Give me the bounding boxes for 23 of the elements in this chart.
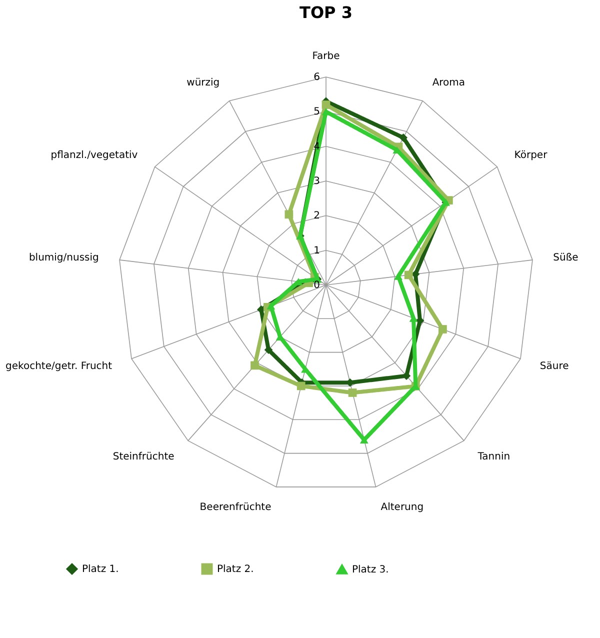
y-tick-label: 2 (314, 210, 320, 222)
spoke-label: Farbe (312, 51, 340, 62)
spoke-label: Säure (540, 361, 569, 372)
spoke-label: Körper (514, 150, 548, 162)
y-tick-label: 6 (314, 72, 320, 83)
legend-label: Platz 2. (217, 564, 254, 575)
spoke-label: pflanzl./vegetativ (50, 150, 138, 162)
y-tick-label: 0 (314, 280, 320, 291)
legend-label: Platz 1. (82, 564, 119, 575)
spoke-label: Steinfrüchte (112, 451, 174, 462)
spoke-label: blumig/nussig (28, 252, 99, 264)
y-tick-label: 1 (314, 245, 320, 256)
chart-title: TOP 3 (300, 3, 352, 22)
spoke-label: würzig (186, 77, 220, 88)
spoke-label: Tannin (476, 451, 510, 462)
spoke-label: gekochte/getr. Frucht (6, 361, 112, 372)
spoke-label: Aroma (432, 77, 466, 88)
legend-label: Platz 3. (352, 564, 389, 576)
spoke-label: Beerenfrüchte (200, 502, 272, 514)
y-tick-label: 3 (314, 176, 320, 187)
spoke-label: Alterung (380, 502, 424, 514)
spoke-label: Süße (553, 252, 578, 264)
y-tick-label: 5 (314, 106, 320, 118)
